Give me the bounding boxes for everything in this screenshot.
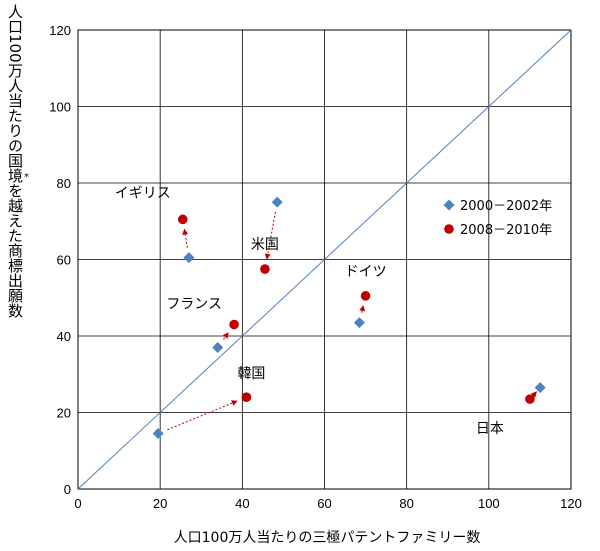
change-arrow [222, 332, 229, 340]
diamond-point [271, 196, 283, 208]
legend-label: 2008－2010年 [460, 223, 552, 238]
circle-point [177, 214, 188, 225]
grid [77, 29, 572, 490]
diagonal-line [77, 29, 572, 490]
diamond-point [183, 252, 195, 264]
change-arrow [530, 391, 537, 398]
legend: 2000－2002年 2008－2010年 [443, 199, 552, 238]
y-tick-label: 100 [49, 100, 71, 115]
y-axis-title: 人口100万人当たりの国境を越えた商標出願数 [6, 4, 24, 318]
diamond-point [534, 382, 546, 394]
x-tick-label: 120 [560, 496, 582, 511]
y-tick-label: 80 [57, 176, 71, 191]
x-tick-label: 20 [153, 496, 167, 511]
legend-diamond [443, 199, 455, 211]
y-tick-label: 120 [49, 23, 71, 38]
y-tick-labels: 0 20 40 60 80 100 120 [49, 23, 71, 497]
x-axis-title: 人口100万人当たりの三極パテントファミリー数 [174, 530, 481, 546]
x-tick-label: 100 [478, 496, 500, 511]
change-arrow [359, 304, 366, 313]
circle-point [525, 394, 535, 404]
country-label: イギリス [115, 185, 171, 201]
marks [152, 196, 546, 440]
circle-point [229, 319, 239, 330]
x-tick-label: 60 [317, 496, 331, 511]
circle-point [260, 264, 270, 274]
circle-point [241, 392, 252, 403]
diagonal-reference-line [77, 29, 572, 490]
y-tick-label: 40 [57, 329, 71, 344]
country-label: 日本 [476, 421, 504, 437]
arrows [167, 211, 537, 431]
change-arrow [264, 211, 276, 260]
x-tick-label: 40 [235, 496, 249, 511]
diamond-point [353, 317, 365, 329]
y-tick-label: 20 [57, 406, 71, 421]
change-arrow [182, 228, 189, 248]
x-tick-label: 0 [74, 496, 81, 511]
country-label: 米国 [251, 237, 279, 253]
y-tick-label: 0 [64, 482, 71, 497]
country-label: 韓国 [237, 366, 265, 382]
legend-label: 2000－2002年 [460, 199, 552, 214]
country-label: フランス [166, 297, 222, 313]
change-arrow [167, 400, 238, 431]
diamond-point [152, 428, 164, 440]
circle-point [360, 291, 371, 301]
y-tick-label: 60 [57, 253, 71, 268]
country-label: ドイツ [345, 264, 387, 280]
diamond-point [212, 341, 224, 353]
x-tick-label: 80 [399, 496, 413, 511]
legend-circle [444, 224, 454, 234]
x-tick-labels: 0 20 40 60 80 100 120 [74, 496, 581, 511]
y-axis-title-mark: * [24, 172, 29, 183]
